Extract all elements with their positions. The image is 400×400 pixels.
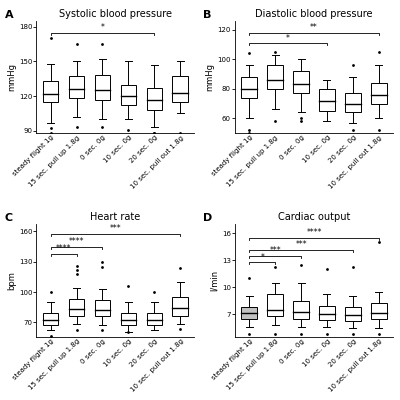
Bar xyxy=(242,307,257,320)
Text: D: D xyxy=(203,213,213,223)
Bar xyxy=(95,75,110,100)
Bar xyxy=(345,307,361,321)
Bar xyxy=(293,301,309,318)
Y-axis label: mmHg: mmHg xyxy=(7,63,16,91)
Bar xyxy=(267,65,283,89)
Bar xyxy=(319,306,335,320)
Title: Systolic blood pressure: Systolic blood pressure xyxy=(59,9,172,19)
Bar xyxy=(345,93,361,112)
Text: ***: *** xyxy=(295,240,307,249)
Bar xyxy=(120,84,136,105)
Bar xyxy=(120,313,136,326)
Y-axis label: bpm: bpm xyxy=(7,271,16,290)
Text: ****: **** xyxy=(69,237,84,246)
Text: ***: *** xyxy=(110,224,121,233)
Text: *: * xyxy=(100,23,104,32)
Bar xyxy=(146,313,162,326)
Bar xyxy=(43,313,58,326)
Text: ***: *** xyxy=(269,246,281,255)
Bar xyxy=(242,77,257,98)
Bar xyxy=(319,89,335,111)
Title: Diastolic blood pressure: Diastolic blood pressure xyxy=(255,9,373,19)
Bar xyxy=(371,303,386,320)
Text: ****: **** xyxy=(306,228,322,238)
Title: Cardiac output: Cardiac output xyxy=(278,212,350,222)
Bar xyxy=(69,299,84,316)
Title: Heart rate: Heart rate xyxy=(90,212,140,222)
Bar xyxy=(371,83,386,104)
Bar xyxy=(43,81,58,102)
Bar xyxy=(69,76,84,98)
Bar xyxy=(293,71,309,93)
Bar xyxy=(172,76,188,102)
Bar xyxy=(172,297,188,316)
Y-axis label: mmHg: mmHg xyxy=(206,63,214,91)
Text: A: A xyxy=(5,10,14,20)
Text: C: C xyxy=(5,213,13,223)
Bar xyxy=(95,300,110,316)
Text: B: B xyxy=(203,10,212,20)
Text: ****: **** xyxy=(56,244,71,253)
Y-axis label: l/min: l/min xyxy=(210,270,219,291)
Bar xyxy=(146,88,162,110)
Text: *: * xyxy=(286,34,290,43)
Bar xyxy=(267,294,283,316)
Text: **: ** xyxy=(310,23,318,32)
Text: *: * xyxy=(260,253,264,262)
